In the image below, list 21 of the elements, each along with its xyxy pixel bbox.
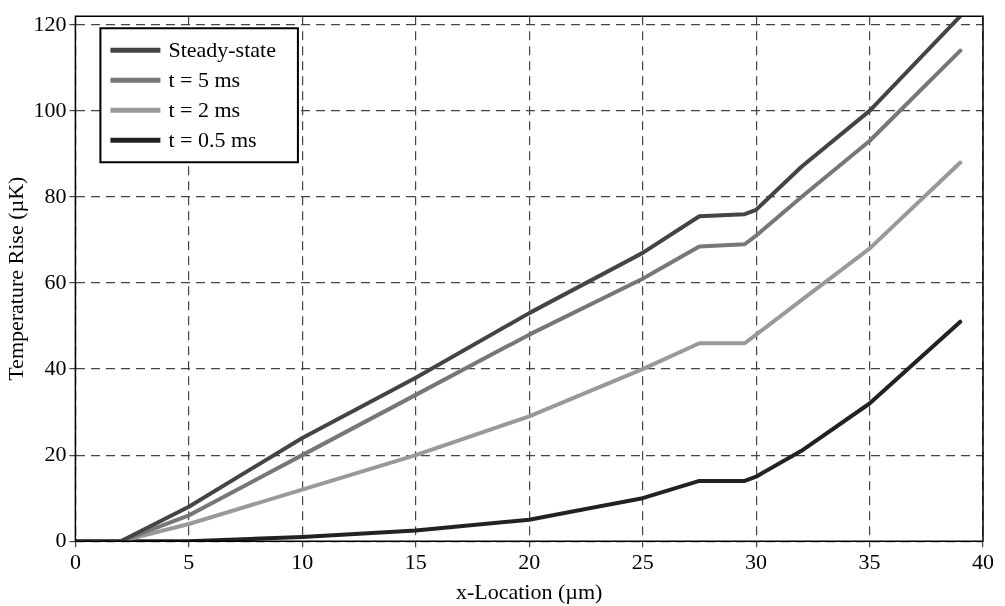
- y-tick-label: 60: [44, 268, 67, 294]
- x-axis-title: x-Location (µm): [455, 578, 603, 604]
- legend-label: t = 2 ms: [168, 96, 241, 122]
- x-tick-label: 35: [858, 549, 881, 575]
- legend-label: t = 0.5 ms: [168, 126, 257, 152]
- legend-label: t = 5 ms: [168, 66, 241, 92]
- y-axis-title: Temperature Rise (µK): [2, 176, 28, 381]
- x-tick-label: 15: [404, 549, 427, 575]
- x-tick-label: 30: [745, 549, 768, 575]
- legend-label: Steady-state: [168, 36, 276, 62]
- x-tick-label: 25: [631, 549, 654, 575]
- x-tick-label: 10: [291, 549, 314, 575]
- x-tick-label: 20: [518, 549, 541, 575]
- y-tick-label: 20: [44, 440, 67, 466]
- x-tick-label: 40: [972, 549, 994, 575]
- y-tick-label: 120: [33, 10, 67, 36]
- y-tick-label: 0: [55, 526, 67, 552]
- y-tick-label: 40: [44, 354, 67, 380]
- y-tick-label: 80: [44, 182, 67, 208]
- x-tick-label: 5: [183, 549, 195, 575]
- y-tick-label: 100: [33, 96, 67, 122]
